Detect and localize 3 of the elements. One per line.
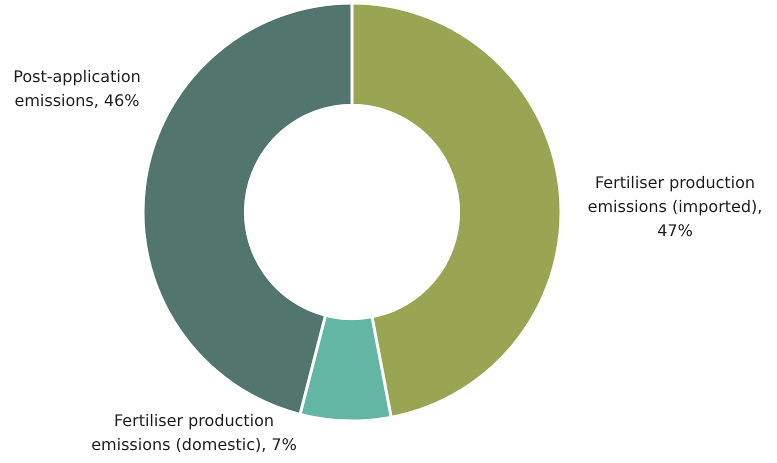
slice-label: Fertiliser production emissions (domestic), 7% (91, 411, 297, 454)
slice-label: Post-application emissions, 46% (13, 67, 141, 110)
slice-label: Fertiliser production emissions (imported), 47% (588, 173, 762, 240)
